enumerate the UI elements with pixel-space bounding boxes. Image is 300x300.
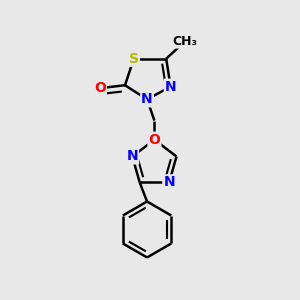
Text: N: N	[141, 92, 153, 106]
Text: O: O	[94, 81, 106, 95]
Text: O: O	[148, 133, 160, 147]
Text: N: N	[163, 176, 175, 189]
Text: N: N	[127, 149, 138, 164]
Text: N: N	[165, 80, 176, 94]
Text: S: S	[129, 52, 139, 66]
Text: CH₃: CH₃	[173, 34, 198, 48]
